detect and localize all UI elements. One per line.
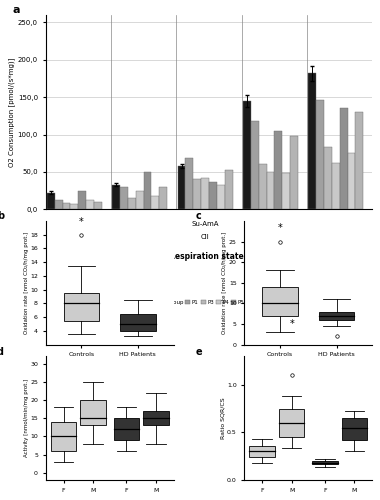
Y-axis label: Ratio SQR/CS: Ratio SQR/CS: [220, 398, 225, 439]
Bar: [274, 131, 282, 209]
Text: GM-Rot: GM-Rot: [62, 221, 87, 227]
Bar: [324, 147, 332, 209]
Bar: [78, 190, 86, 209]
Text: CII: CII: [201, 234, 209, 240]
Text: CI (+ADP): CI (+ADP): [122, 234, 157, 241]
Text: Su-AmA: Su-AmA: [191, 221, 219, 227]
Bar: [332, 163, 340, 209]
Text: CIV: CIV: [265, 234, 276, 240]
Bar: [259, 164, 266, 209]
Text: A,T,F-Z: A,T,F-Z: [323, 221, 348, 227]
Bar: [70, 204, 78, 209]
Bar: [348, 153, 355, 209]
Text: CIV (+FCCP): CIV (+FCCP): [314, 234, 357, 241]
Text: *: *: [79, 216, 84, 226]
Bar: [128, 198, 136, 209]
Bar: [185, 158, 193, 209]
Bar: [249, 446, 275, 457]
Bar: [144, 172, 152, 209]
Text: Respiration states: Respiration states: [169, 252, 249, 261]
Text: CI: CI: [71, 234, 78, 240]
Bar: [209, 182, 217, 209]
Bar: [225, 170, 233, 209]
Bar: [342, 418, 367, 440]
Text: e: e: [196, 346, 202, 356]
Y-axis label: Oxidation rate [nmol CO₂/h/mg prot.]: Oxidation rate [nmol CO₂/h/mg prot.]: [222, 232, 227, 334]
Bar: [86, 200, 94, 209]
Bar: [51, 422, 76, 451]
Bar: [308, 74, 316, 209]
Bar: [290, 136, 298, 209]
Bar: [80, 400, 106, 425]
Bar: [312, 462, 338, 464]
Bar: [55, 200, 63, 209]
Bar: [112, 184, 120, 209]
Text: a: a: [13, 6, 21, 16]
Text: *: *: [334, 355, 339, 365]
Text: *: *: [278, 224, 282, 234]
Bar: [243, 101, 251, 209]
Bar: [63, 293, 100, 320]
Bar: [152, 196, 159, 209]
Bar: [316, 100, 324, 209]
Bar: [143, 411, 169, 426]
Bar: [217, 184, 225, 209]
Y-axis label: Activity [nmol/min/mg prot.]: Activity [nmol/min/mg prot.]: [24, 379, 29, 458]
Bar: [262, 287, 298, 316]
Bar: [282, 174, 290, 209]
Bar: [63, 202, 70, 209]
Bar: [47, 193, 55, 209]
Text: ADP-Rot: ADP-Rot: [126, 221, 154, 227]
Bar: [177, 166, 185, 209]
Bar: [159, 187, 167, 209]
Legend: Control group, P1, P3, P4, P5, P6, P10: Control group, P1, P3, P4, P5, P6, P10: [137, 298, 281, 308]
Bar: [251, 121, 259, 209]
Text: b: b: [0, 211, 4, 221]
Text: *: *: [289, 319, 294, 329]
Bar: [279, 408, 304, 437]
Text: A,T-Z: A,T-Z: [261, 221, 279, 227]
Y-axis label: O2 Consumption [pmol/(s*mg)]: O2 Consumption [pmol/(s*mg)]: [8, 58, 15, 167]
Bar: [193, 180, 201, 209]
Text: c: c: [196, 211, 201, 221]
Bar: [114, 418, 139, 440]
Bar: [266, 172, 274, 209]
Bar: [340, 108, 348, 209]
Bar: [318, 312, 355, 320]
Text: d: d: [0, 346, 4, 356]
Bar: [136, 192, 144, 209]
Bar: [355, 112, 363, 209]
Bar: [120, 187, 128, 209]
Bar: [120, 314, 156, 331]
Bar: [201, 178, 209, 209]
Y-axis label: Oxidation rate [nmol CO₂/h/mg prot.]: Oxidation rate [nmol CO₂/h/mg prot.]: [24, 232, 29, 334]
Bar: [94, 202, 102, 209]
